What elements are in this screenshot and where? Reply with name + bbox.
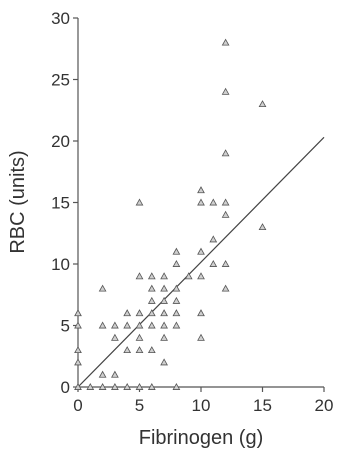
- data-point: [258, 100, 267, 108]
- x-tick-label: 20: [315, 396, 334, 415]
- data-point: [147, 346, 156, 354]
- data-point: [160, 358, 168, 366]
- data-point: [209, 235, 218, 243]
- y-tick-label: 30: [51, 9, 70, 28]
- data-point: [172, 284, 181, 292]
- x-axis-title: Fibrinogen (g): [139, 427, 264, 449]
- data-point: [98, 321, 107, 329]
- y-tick-label: 5: [61, 317, 70, 336]
- y-tick-label: 0: [61, 378, 70, 397]
- x-axis: 0 5 10 15 20: [73, 386, 333, 415]
- y-tick-label: 20: [51, 132, 70, 151]
- data-point: [135, 198, 144, 206]
- data-point: [135, 272, 144, 280]
- x-tick-label: 5: [135, 396, 144, 415]
- data-point: [98, 284, 107, 292]
- x-tick-label: 15: [253, 396, 272, 415]
- data-point: [197, 272, 205, 280]
- data-point: [135, 333, 144, 341]
- data-point: [221, 198, 230, 206]
- data-point: [98, 382, 107, 390]
- x-tick-label: 0: [73, 396, 82, 415]
- data-point: [111, 370, 119, 378]
- data-point: [160, 272, 168, 280]
- data-point: [172, 259, 181, 267]
- data-point: [258, 223, 267, 231]
- y-axis: 0 5 10 15 20 25 30: [51, 9, 79, 397]
- data-point: [221, 259, 230, 267]
- data-point: [172, 309, 181, 317]
- data-point: [147, 382, 156, 390]
- data-point: [160, 296, 168, 304]
- y-tick-label: 25: [51, 71, 70, 90]
- data-point: [209, 198, 218, 206]
- data-point: [221, 149, 230, 157]
- data-point: [172, 296, 181, 304]
- data-point: [147, 321, 156, 329]
- regression-line: [77, 136, 325, 388]
- data-point: [197, 333, 205, 341]
- regression-line-group: [77, 136, 325, 388]
- data-point: [135, 321, 144, 329]
- y-ticks: 0 5 10 15 20 25 30: [51, 9, 78, 397]
- x-ticks: 0 5 10 15 20: [73, 387, 333, 415]
- data-point: [135, 382, 144, 390]
- y-axis-title: RBC (units): [7, 150, 29, 253]
- data-point: [123, 382, 132, 390]
- data-point: [111, 321, 119, 329]
- y-tick-label: 15: [51, 194, 70, 213]
- data-point: [147, 284, 156, 292]
- data-point: [98, 370, 107, 378]
- data-point: [160, 309, 168, 317]
- data-point: [184, 272, 193, 280]
- data-point: [221, 284, 230, 292]
- data-point: [111, 333, 119, 341]
- data-point: [86, 382, 95, 390]
- data-point: [74, 321, 82, 329]
- data-point: [197, 247, 205, 255]
- data-point: [221, 38, 230, 46]
- data-point: [172, 247, 181, 255]
- data-point: [160, 284, 168, 292]
- data-point: [123, 321, 132, 329]
- data-point: [74, 382, 82, 390]
- data-point: [221, 87, 230, 95]
- data-point: [147, 309, 156, 317]
- data-point: [135, 309, 144, 317]
- data-points: [74, 38, 267, 390]
- data-point: [147, 272, 156, 280]
- data-point: [123, 346, 132, 354]
- data-point: [123, 309, 132, 317]
- data-point: [160, 333, 168, 341]
- data-point: [111, 382, 119, 390]
- x-tick-label: 10: [192, 396, 211, 415]
- data-point: [74, 346, 82, 354]
- y-tick-label: 10: [51, 255, 70, 274]
- data-point: [160, 321, 168, 329]
- data-point: [197, 186, 205, 194]
- data-point: [147, 296, 156, 304]
- data-point: [221, 210, 230, 218]
- data-point: [74, 358, 82, 366]
- data-point: [197, 309, 205, 317]
- data-point: [209, 259, 218, 267]
- data-point: [197, 198, 205, 206]
- data-point: [172, 382, 181, 390]
- data-point: [172, 321, 181, 329]
- data-point: [74, 309, 82, 317]
- data-point: [135, 346, 144, 354]
